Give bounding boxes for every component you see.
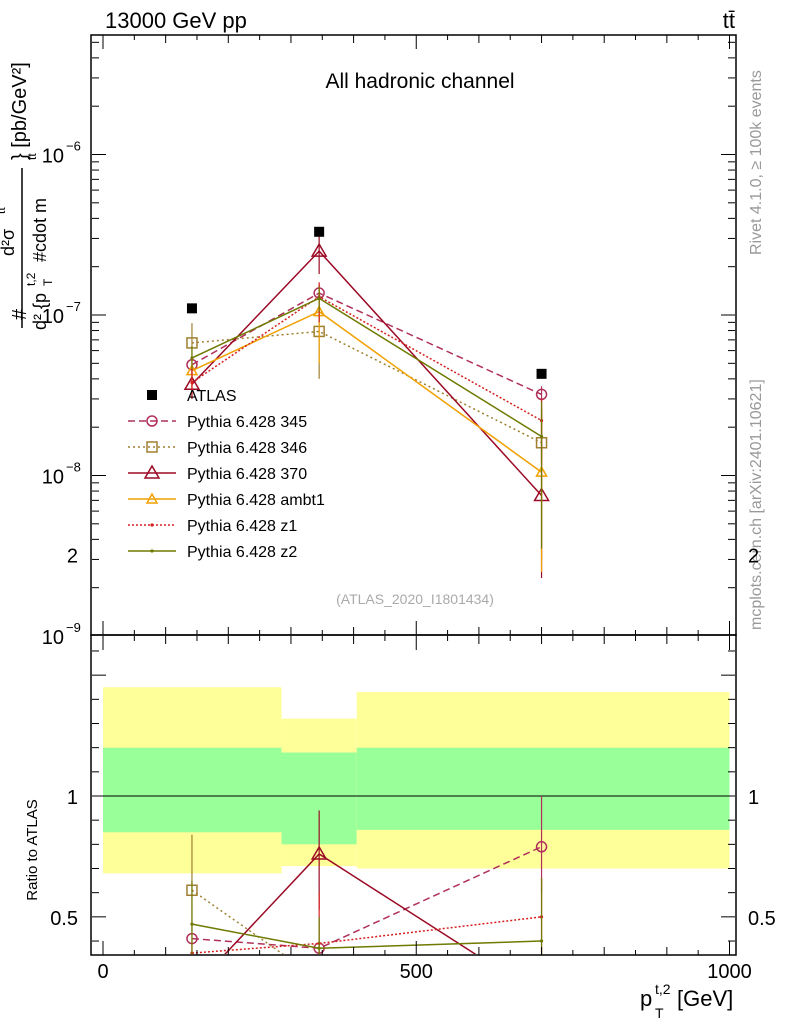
data-point-z2: [539, 434, 544, 439]
legend-marker-z1: [150, 523, 154, 527]
data-point-z2: [190, 356, 194, 360]
legend-label: Pythia 6.428 346: [187, 440, 307, 457]
data-point-atlas: [536, 368, 547, 379]
ratio-band-inner: [356, 747, 730, 830]
ratio-y-tick-label-left: 2: [67, 545, 78, 567]
data-point-p370: [310, 242, 328, 257]
main-y-tick-label: 10: [42, 146, 64, 168]
data-point-z2: [317, 296, 321, 300]
ratio-series-group: [185, 796, 549, 1005]
ylabel-denominator-sub: T: [41, 278, 55, 286]
ratio-point-ambt1: [537, 975, 547, 984]
legend-marker-p346: [146, 441, 158, 453]
x-tick-label: 500: [400, 961, 433, 983]
ratio-point-p370: [310, 845, 328, 860]
main-y-tick-label: 10: [42, 627, 64, 649]
series-atlas: [186, 226, 547, 379]
ratio-line-p346: [191, 889, 284, 954]
header-energy-label: 13000 GeV pp: [105, 8, 247, 33]
ratio-point-p370: [185, 982, 199, 994]
rivet-version-label: Rivet 4.1.0, ≥ 100k events: [748, 70, 765, 255]
ratio-band-inner: [103, 747, 282, 833]
legend-marker-p370: [143, 464, 161, 479]
legend: ATLAS Pythia 6.428 345 Pythia 6.428 346 Pyt…: [128, 388, 325, 561]
x-axis-label: p T t,2 [GeV]: [640, 981, 733, 1021]
ratio-plot-frame: [90, 634, 737, 956]
legend-label: Pythia 6.428 z1: [187, 518, 297, 535]
legend-label: Pythia 6.428 ambt1: [187, 492, 325, 509]
ratio-point-z2: [539, 939, 544, 943]
ratio-line-ambt1: [192, 960, 542, 1001]
ratio-line-z2: [191, 923, 542, 950]
chart-title: All hadronic channel: [325, 70, 514, 93]
ylabel-denominator-sup: t,2: [24, 272, 38, 286]
ratio-y-tick-label-right: 1: [748, 787, 759, 809]
xlabel-sup: t,2: [655, 981, 671, 997]
ratio-line-z1: [191, 916, 542, 954]
ratio-point-p370: [535, 990, 549, 1002]
ratio-point-p346: [537, 984, 547, 994]
legend-marker-ambt1: [145, 492, 159, 504]
ratio-series-z1: [190, 878, 544, 954]
analysis-label: (ATLAS_2020_I1801434): [336, 591, 494, 607]
legend-label: Pythia 6.428 z2: [187, 544, 297, 561]
ylabel-numerator: d²σ: [0, 229, 18, 256]
main-y-tick-label: 10: [42, 306, 64, 328]
legend-label: ATLAS: [187, 388, 237, 405]
x-tick-label: 0: [97, 961, 108, 983]
ratio-y-tick-label-right: 2: [748, 545, 759, 567]
ratio-y-tick-label-left: 0.5: [50, 908, 78, 930]
ratio-point-p345: [535, 841, 548, 853]
legend-label: Pythia 6.428 345: [187, 414, 307, 431]
legend-marker-atlas: [147, 390, 157, 400]
ylabel-denominator: d² {p: [30, 293, 50, 330]
main-y-tick-exponent: −6: [66, 139, 81, 154]
ratio-point-z2: [190, 922, 194, 926]
ratio-point-ambt1: [319, 953, 320, 954]
ratio-series-z2: [190, 878, 544, 954]
main-y-tick-exponent: −7: [66, 299, 81, 314]
ratio-y-tick-label-left: 1: [67, 787, 78, 809]
main-y-axis-label: # d²σ tt d² {p T t,2 #cdot m tt } [pb/Ge…: [0, 62, 55, 330]
xlabel-units: [GeV]: [677, 986, 733, 1011]
main-y-tick-label: 10: [42, 467, 64, 489]
data-point-z1: [190, 380, 194, 385]
main-y-tick-exponent: −9: [66, 620, 81, 635]
ratio-plot-panel: 0.5 0.5 1 1 2 2 0 500 1000: [50, 545, 776, 1005]
ratio-series-ambt1: [187, 950, 547, 1005]
ylabel-units: } [pb/GeV²]: [9, 62, 31, 160]
legend-marker-p345: [146, 415, 158, 427]
data-point-atlas: [186, 303, 197, 314]
legend-label: Pythia 6.428 370: [187, 466, 307, 483]
mcplots-reference-label: mcplots.cern.ch [arXiv:2401.10621]: [748, 379, 765, 630]
ratio-line-p370: [224, 853, 477, 954]
ratio-y-axis-label: Ratio to ATLAS: [24, 799, 41, 900]
series-line-p345: [191, 292, 542, 396]
data-point-atlas: [314, 226, 325, 237]
main-y-tick-exponent: −8: [66, 460, 81, 475]
ratio-point-p346: [314, 975, 324, 985]
ylabel-hash: #: [9, 308, 31, 320]
xlabel-sub: T: [655, 1005, 664, 1021]
header-process-label: tt̄: [723, 8, 735, 33]
ylabel-denominator-rest-sup: tt: [25, 153, 39, 160]
legend-marker-z2: [150, 549, 154, 553]
series-line-p370: [191, 250, 543, 497]
ylabel-numerator-sup: tt: [0, 207, 8, 214]
series-z2: [190, 286, 544, 549]
xlabel-p: p: [640, 986, 652, 1011]
x-tick-label: 1000: [707, 961, 752, 983]
ratio-y-tick-label-right: 0.5: [748, 908, 776, 930]
main-plot-panel: All hadronic channel (ATLAS_2020_I180143…: [42, 34, 737, 649]
ratio-point-z2: [317, 946, 321, 950]
ratio-point-ambt1: [187, 996, 197, 1005]
ylabel-denominator-rest: #cdot m: [30, 198, 50, 262]
